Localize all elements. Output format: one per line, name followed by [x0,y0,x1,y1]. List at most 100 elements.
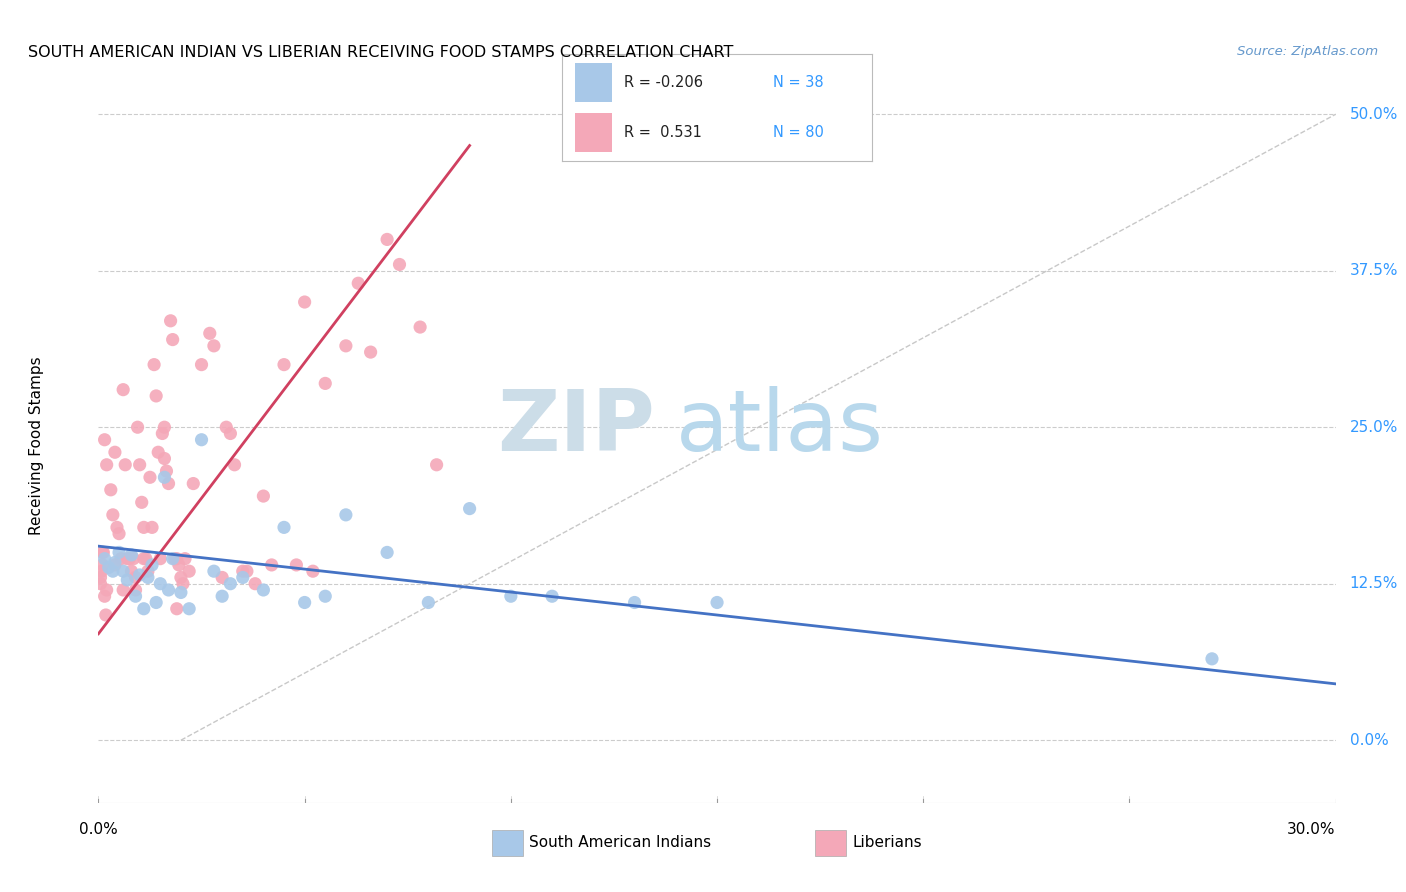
Point [136,564,159,578]
Point [174,551,197,566]
Point [1201,652,1223,666]
Point [202,564,225,578]
Point [335,508,357,522]
Point [93,433,115,447]
Point [149,576,172,591]
Point [104,556,127,570]
Point [285,558,308,572]
Point [108,545,131,559]
Point [314,589,336,603]
Point [104,558,127,572]
Text: 50.0%: 50.0% [1350,107,1398,121]
Bar [575,113,612,152]
Point [150,426,173,441]
Point [112,564,135,578]
Point [294,295,316,310]
Point [96,458,118,472]
Point [93,589,115,603]
Point [167,558,190,572]
Point [124,570,146,584]
Point [273,358,295,372]
Point [198,326,221,341]
Point [105,520,128,534]
Point [211,589,233,603]
Point [243,576,266,591]
Point [153,451,176,466]
Point [232,564,254,578]
Point [623,595,645,609]
Point [409,320,432,334]
Point [273,520,295,534]
Point [418,595,440,609]
Point [260,558,283,572]
Point [172,576,194,591]
Point [426,458,449,472]
Point [149,551,172,566]
Text: South American Indians: South American Indians [529,836,711,850]
Point [139,470,162,484]
Point [215,420,238,434]
Point [136,570,159,584]
Point [375,545,398,559]
Point [202,339,225,353]
Point [153,420,176,434]
Point [120,564,142,578]
Point [132,551,155,566]
Point [224,458,246,472]
Point [94,607,117,622]
Point [131,495,153,509]
Text: 0.0%: 0.0% [79,822,118,837]
Point [141,558,163,572]
Point [124,582,146,597]
Point [118,551,141,566]
Point [93,551,115,566]
Point [141,520,163,534]
Point [128,458,150,472]
Point [219,426,242,441]
Point [143,358,166,372]
Text: N = 38: N = 38 [773,75,824,90]
Text: Source: ZipAtlas.com: Source: ZipAtlas.com [1237,45,1378,58]
Point [706,595,728,609]
Point [114,458,136,472]
Point [162,333,184,347]
Point [499,589,522,603]
Point [127,420,149,434]
Point [157,582,180,597]
Point [170,570,193,584]
Point [166,601,188,615]
Point [112,582,135,597]
Point [190,433,212,447]
Point [211,570,233,584]
Point [163,551,186,566]
Point [458,501,481,516]
Point [219,576,242,591]
Point [360,345,382,359]
Point [252,489,274,503]
Point [145,389,167,403]
Point [97,560,120,574]
Bar [575,63,612,102]
Point [100,483,122,497]
Point [122,551,145,566]
Text: 37.5%: 37.5% [1350,263,1398,278]
Point [101,564,124,578]
Point [157,476,180,491]
Point [89,570,111,584]
Text: ZIP: ZIP [498,385,655,468]
Point [375,232,398,246]
Text: N = 80: N = 80 [773,125,824,140]
Point [124,589,146,603]
Point [135,551,157,566]
Text: 0.0%: 0.0% [1350,732,1389,747]
Point [236,564,259,578]
Point [128,568,150,582]
Point [90,564,112,578]
Point [541,589,564,603]
Point [155,464,177,478]
Point [96,582,118,597]
Point [110,551,132,566]
Point [335,339,357,353]
Point [388,257,411,271]
Point [112,383,135,397]
